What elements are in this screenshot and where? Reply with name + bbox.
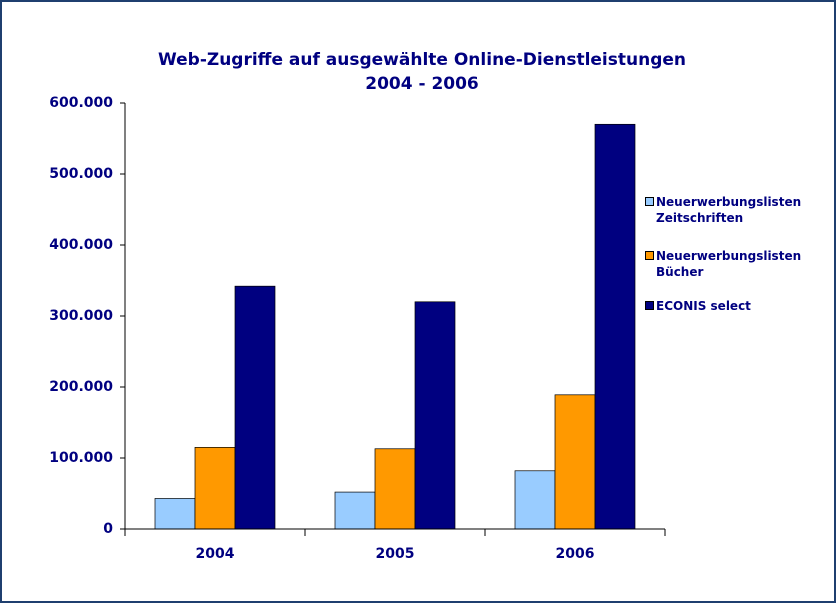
x-tick-label: 2006 [556, 546, 595, 562]
bar [194, 447, 236, 530]
y-tick-label: 300.000 [49, 308, 113, 324]
x-tick-label: 2005 [376, 546, 415, 562]
y-tick-label: 100.000 [49, 450, 113, 466]
legend-swatch [645, 197, 654, 206]
y-tick-label: 400.000 [49, 237, 113, 253]
bar [374, 448, 416, 530]
bar [154, 498, 196, 530]
bar [514, 470, 556, 530]
bar [554, 394, 596, 530]
bar [334, 491, 376, 530]
legend-item: Neuerwerbungslisten Zeitschriften [645, 194, 815, 226]
legend-item: ECONIS select [645, 298, 815, 314]
bar [594, 123, 636, 530]
y-tick-label: 0 [103, 521, 113, 537]
legend-item: Neuerwerbungslisten Bücher [645, 248, 815, 280]
y-tick-label: 500.000 [49, 166, 113, 182]
bar [234, 285, 276, 530]
legend-label: ECONIS select [656, 299, 751, 313]
y-tick-label: 600.000 [49, 95, 113, 111]
chart-title: Web-Zugriffe auf ausgewählte Online-Dien… [158, 50, 686, 70]
legend-swatch [645, 301, 654, 310]
legend-label: Neuerwerbungslisten Zeitschriften [656, 195, 802, 225]
x-tick-label: 2004 [196, 546, 235, 562]
y-tick-label: 200.000 [49, 379, 113, 395]
bar [414, 301, 456, 530]
chart-subtitle: 2004 - 2006 [365, 74, 479, 94]
legend-label: Neuerwerbungslisten Bücher [656, 249, 802, 279]
legend-swatch [645, 251, 654, 260]
